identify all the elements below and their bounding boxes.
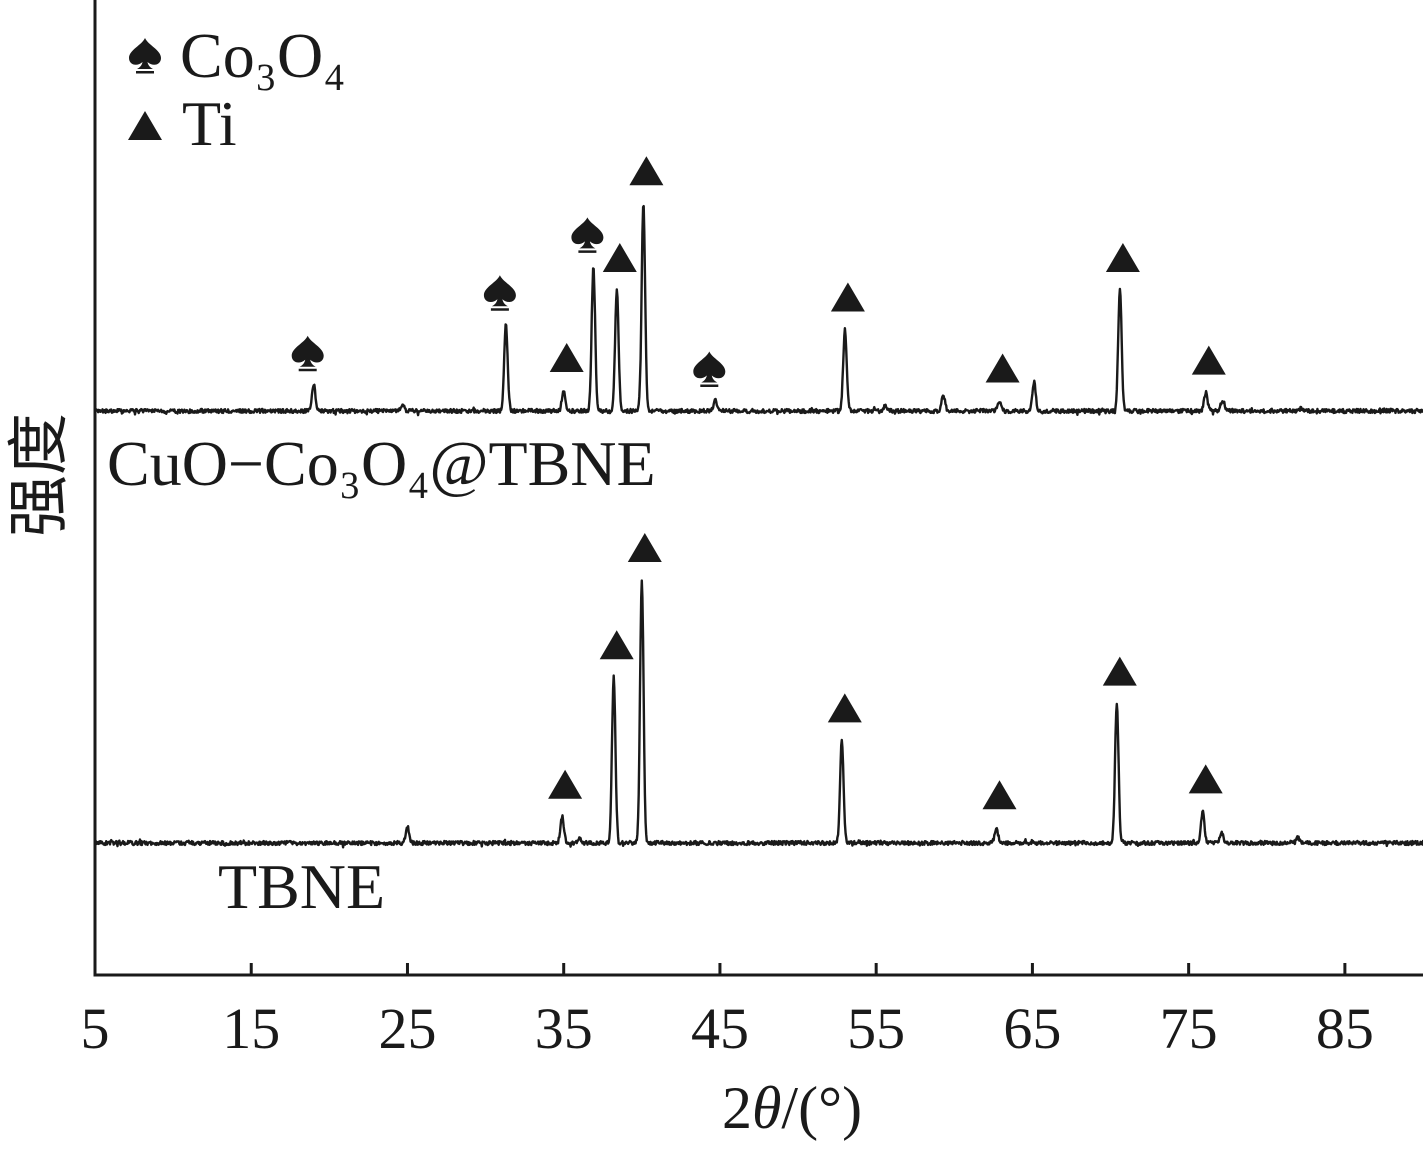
triangle-marker bbox=[1102, 656, 1137, 686]
phase-markers bbox=[291, 156, 1226, 810]
spade-icon bbox=[129, 38, 161, 74]
triangle-marker bbox=[1188, 764, 1223, 794]
triangle-marker bbox=[549, 343, 584, 372]
series-trace-1 bbox=[93, 579, 1423, 849]
x-tick-label: 45 bbox=[691, 996, 749, 1061]
x-tick-label: 35 bbox=[535, 996, 593, 1061]
triangle-marker bbox=[602, 243, 637, 272]
triangle-marker bbox=[627, 533, 662, 562]
triangle-marker bbox=[985, 353, 1020, 383]
x-tick-label: 75 bbox=[1160, 996, 1218, 1061]
y-axis-title: 强度 bbox=[6, 413, 74, 537]
triangle-marker bbox=[827, 693, 862, 723]
legend-label-ti: Ti bbox=[182, 88, 237, 159]
triangle-marker bbox=[548, 769, 583, 799]
triangle-marker bbox=[830, 282, 865, 312]
spade-marker bbox=[571, 217, 604, 253]
x-axis-ticks: 5 15 25 35 45 55 65 75 85 bbox=[81, 963, 1374, 1061]
series-traces bbox=[93, 204, 1423, 849]
legend-item-co3o4: Co₃O₄ bbox=[129, 20, 346, 91]
x-tick-label: 25 bbox=[378, 996, 436, 1061]
spade-marker bbox=[483, 275, 516, 311]
triangle-marker bbox=[629, 156, 664, 186]
axes bbox=[93, 0, 1423, 977]
series-label-tbne: TBNE bbox=[218, 851, 385, 922]
x-tick-label: 5 bbox=[81, 996, 110, 1061]
series-label-cuo-co3o4-tbne: CuO−Co₃O₄@TBNE bbox=[107, 428, 656, 499]
x-tick-label: 55 bbox=[847, 996, 905, 1061]
spade-marker bbox=[693, 351, 726, 387]
series-trace-0 bbox=[93, 204, 1423, 417]
triangle-marker bbox=[1191, 345, 1226, 375]
legend-item-ti: Ti bbox=[128, 88, 237, 159]
triangle-marker bbox=[982, 780, 1017, 810]
triangle-icon bbox=[128, 111, 162, 140]
x-axis-title: 2θ/(°) bbox=[722, 1075, 862, 1141]
spade-marker bbox=[291, 335, 324, 372]
x-tick-label: 85 bbox=[1316, 996, 1374, 1061]
triangle-marker bbox=[1105, 243, 1140, 272]
triangle-marker bbox=[599, 630, 634, 660]
x-tick-label: 65 bbox=[1003, 996, 1061, 1061]
legend-label-co3o4: Co₃O₄ bbox=[180, 20, 346, 91]
x-tick-label: 15 bbox=[222, 996, 280, 1061]
legend: Co₃O₄ Ti bbox=[128, 20, 346, 159]
